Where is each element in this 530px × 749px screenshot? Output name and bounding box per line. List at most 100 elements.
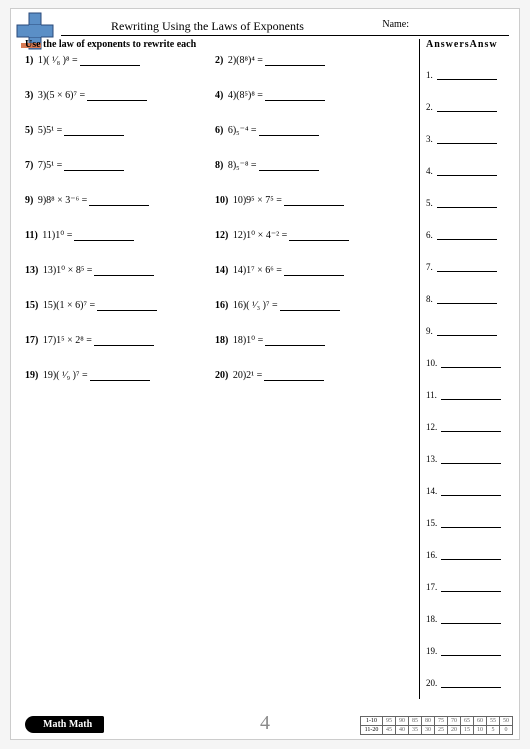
problem-number: 20) [215, 370, 228, 381]
page-number: 4 [260, 712, 270, 735]
answer-blank[interactable] [437, 199, 497, 208]
problem-cell: 17) 17)1⁵ × 2⁸ = [25, 335, 215, 346]
answer-number: 16. [426, 550, 437, 560]
answer-line: 5. [426, 198, 519, 210]
problem-number: 7) [25, 160, 33, 171]
problem-number: 19) [25, 370, 38, 381]
score-cell: 20 [448, 726, 461, 735]
answer-blank[interactable] [441, 551, 501, 560]
problem-row: 1) 1)( ¹⁄₈ )⁸ = 2) 2)(8⁸)⁴ = [25, 55, 405, 90]
answer-number: 4. [426, 166, 433, 176]
score-label: 11-20 [361, 726, 383, 735]
answer-blank[interactable] [437, 135, 497, 144]
answer-blank[interactable] [265, 92, 325, 101]
answer-blank[interactable] [280, 302, 340, 311]
answer-number: 5. [426, 198, 433, 208]
score-cell: 75 [435, 717, 448, 726]
answer-number: 13. [426, 454, 437, 464]
problem-cell: 20) 20)2¹ = [215, 370, 405, 381]
problem-expression: 13)1⁰ × 8⁵ = [43, 265, 93, 276]
problem-number: 13) [25, 265, 38, 276]
answer-line: 10. [426, 358, 519, 370]
score-cell: 30 [422, 726, 435, 735]
answer-blank[interactable] [94, 267, 154, 276]
answer-blank[interactable] [265, 337, 325, 346]
answer-number: 6. [426, 230, 433, 240]
answer-blank[interactable] [284, 197, 344, 206]
answer-blank[interactable] [441, 583, 501, 592]
answer-blank[interactable] [289, 232, 349, 241]
answer-line: 3. [426, 134, 519, 146]
problem-expression: 12)1⁰ × 4⁻² = [233, 230, 287, 241]
answers-header: AnswersAnsw [426, 39, 519, 50]
answer-blank[interactable] [441, 359, 501, 368]
answer-blank[interactable] [437, 167, 497, 176]
answer-blank[interactable] [441, 487, 501, 496]
answer-blank[interactable] [89, 197, 149, 206]
answer-blank[interactable] [441, 647, 501, 656]
answer-blank[interactable] [437, 103, 497, 112]
score-cell: 25 [435, 726, 448, 735]
answer-blank[interactable] [265, 57, 325, 66]
problem-row: 9) 9)8⁸ × 3⁻⁶ =10) 10)9⁵ × 7⁵ = [25, 195, 405, 230]
problem-number: 1) [25, 55, 33, 66]
answer-blank[interactable] [441, 455, 501, 464]
answer-blank[interactable] [441, 615, 501, 624]
answer-blank[interactable] [441, 679, 501, 688]
answer-blank[interactable] [90, 372, 150, 381]
score-cell: 55 [487, 717, 500, 726]
score-cell: 85 [409, 717, 422, 726]
answer-blank[interactable] [64, 127, 124, 136]
score-cell: 35 [409, 726, 422, 735]
problem-cell: 10) 10)9⁵ × 7⁵ = [215, 195, 405, 206]
instruction-text: Use the law of exponents to rewrite each [25, 39, 196, 50]
answer-blank[interactable] [264, 372, 324, 381]
answer-line: 9. [426, 326, 519, 338]
worksheet-page: Rewriting Using the Laws of Exponents Na… [10, 8, 520, 740]
answer-line: 20. [426, 678, 519, 690]
score-cell: 10 [474, 726, 487, 735]
header: Rewriting Using the Laws of Exponents Na… [61, 19, 509, 39]
problem-number: 18) [215, 335, 228, 346]
answer-blank[interactable] [441, 391, 501, 400]
answer-blank[interactable] [437, 327, 497, 336]
problem-number: 10) [215, 195, 228, 206]
answer-blank[interactable] [437, 231, 497, 240]
problem-number: 12) [215, 230, 228, 241]
answer-line: 16. [426, 550, 519, 562]
answer-blank[interactable] [74, 232, 134, 241]
problem-expression: 6)₅⁻⁴ = [228, 125, 257, 136]
answer-blank[interactable] [259, 127, 319, 136]
answer-blank[interactable] [441, 519, 501, 528]
problem-expression: 14)1⁷ × 6⁶ = [233, 265, 282, 276]
answers-panel: AnswersAnsw 1.2.3.4.5.6.7.8.9.10.11.12.1… [419, 39, 519, 699]
answer-blank[interactable] [97, 302, 157, 311]
answer-blank[interactable] [80, 57, 140, 66]
problem-cell: 2) 2)(8⁸)⁴ = [215, 55, 405, 66]
answer-blank[interactable] [437, 71, 497, 80]
problem-number: 8) [215, 160, 223, 171]
answer-blank[interactable] [259, 162, 319, 171]
problem-expression: 4)(8⁵)⁸ = [228, 90, 263, 101]
problem-number: 3) [25, 90, 33, 101]
answer-number: 9. [426, 326, 433, 336]
problem-expression: 5)5¹ = [38, 125, 62, 136]
problem-expression: 1)( ¹⁄₈ )⁸ = [38, 55, 78, 66]
answer-blank[interactable] [441, 423, 501, 432]
answer-blank[interactable] [94, 337, 154, 346]
problem-expression: 10)9⁵ × 7⁵ = [233, 195, 282, 206]
answer-blank[interactable] [284, 267, 344, 276]
answer-number: 11. [426, 390, 437, 400]
problem-number: 14) [215, 265, 228, 276]
answer-blank[interactable] [437, 295, 497, 304]
problem-row: 17) 17)1⁵ × 2⁸ =18) 18)1⁰ = [25, 335, 405, 370]
score-label: 1-10 [361, 717, 383, 726]
problem-number: 16) [215, 300, 228, 311]
answer-blank[interactable] [437, 263, 497, 272]
problem-expression: 18)1⁰ = [233, 335, 263, 346]
answer-blank[interactable] [87, 92, 147, 101]
answer-blank[interactable] [64, 162, 124, 171]
score-grid: 1-109590858075706560555011-2045403530252… [360, 716, 513, 735]
answer-number: 8. [426, 294, 433, 304]
problem-cell: 11) 11)1⁰ = [25, 230, 215, 241]
